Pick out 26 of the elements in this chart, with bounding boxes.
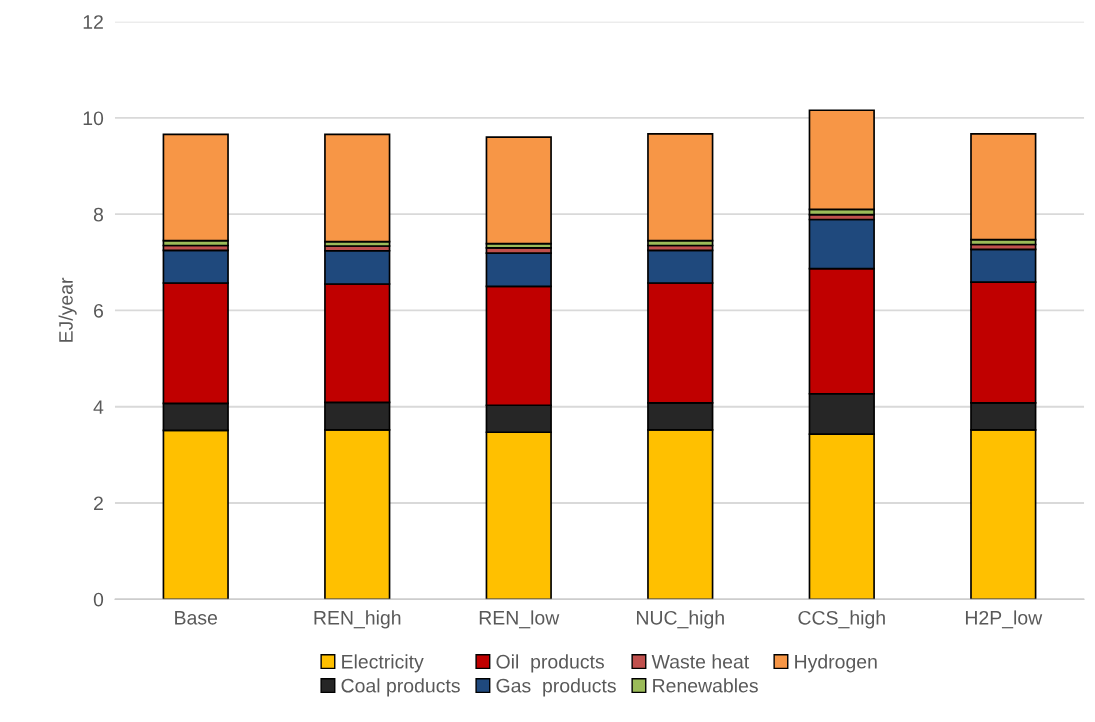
x-tick-label: H2P_low [965, 610, 1043, 629]
legend-label: Electricity [342, 654, 424, 673]
bar [647, 132, 714, 242]
y-tick-label: 4 [93, 400, 104, 414]
legend-label: Oil products [496, 654, 604, 673]
y-tick-label: 6 [94, 303, 104, 318]
bar [162, 133, 229, 242]
bar [485, 136, 552, 245]
x-tick-label: REN_high [314, 610, 401, 629]
y-tick-label: 10 [83, 111, 104, 126]
legend-label: Renewables [653, 678, 758, 693]
y-tick-label: 8 [93, 207, 104, 222]
x-tick-label: CCS_high [798, 610, 885, 629]
y-tick-label: 2 [94, 496, 103, 511]
y-tick-label: 12 [83, 15, 103, 29]
legend-label: Coal products [341, 678, 460, 697]
x-tick-label: REN_low [479, 610, 560, 629]
bar [970, 132, 1037, 241]
x-tick-label: NUC_high [637, 610, 724, 629]
legend-label: Hydrogen [795, 654, 877, 673]
y-axis-title: EJ/year [58, 277, 77, 342]
legend-label: Waste heat [651, 654, 750, 669]
y-tick-label: 0 [93, 592, 104, 607]
bar [324, 133, 391, 243]
legend-label: Gas products [496, 678, 616, 697]
x-tick-label: Base [175, 611, 218, 625]
